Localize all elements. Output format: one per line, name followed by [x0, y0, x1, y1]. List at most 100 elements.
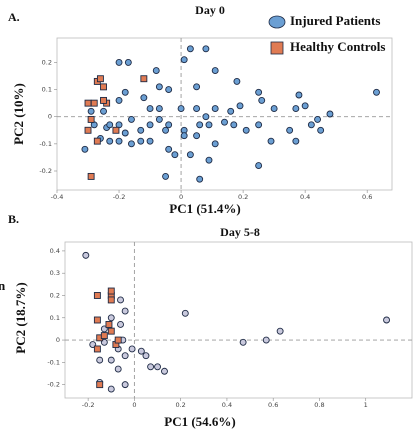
point [121, 307, 129, 315]
point [161, 367, 168, 375]
point [137, 137, 145, 145]
point [211, 140, 219, 148]
point [295, 91, 303, 99]
point [115, 137, 123, 145]
point [155, 83, 163, 91]
point [100, 332, 108, 340]
point [127, 140, 135, 148]
y-tick-label: 0.2 [42, 58, 52, 66]
point [106, 137, 114, 145]
point [202, 45, 210, 53]
point [267, 137, 275, 145]
point [193, 105, 201, 113]
point [121, 381, 129, 389]
x-tick-label: 0.2 [175, 401, 185, 409]
point [211, 67, 219, 75]
point [96, 381, 104, 389]
point [233, 77, 241, 85]
point [373, 88, 380, 96]
y-tick-label: -0.1 [47, 358, 60, 366]
point [193, 132, 201, 140]
point [96, 356, 104, 364]
point [307, 121, 315, 129]
point [87, 115, 95, 123]
point [142, 352, 150, 360]
point [124, 58, 132, 66]
x-tick-label: -0.2 [113, 193, 126, 201]
x-tick-label: 0 [132, 401, 136, 409]
point [177, 105, 185, 113]
point [84, 126, 92, 134]
point [255, 162, 263, 170]
annotation: n [0, 278, 6, 293]
point [155, 115, 163, 123]
point [96, 75, 104, 83]
point [258, 96, 266, 104]
point [242, 126, 250, 134]
x-tick-label: 0.6 [362, 193, 372, 201]
plot-frame [64, 241, 413, 399]
point [211, 105, 219, 113]
legend-swatch [270, 41, 284, 55]
point [140, 94, 148, 102]
point [270, 105, 278, 113]
x-tick-label: 0.2 [238, 193, 248, 201]
point [383, 316, 391, 324]
x-axis-label: PC1 (54.6%) [164, 414, 236, 429]
y-tick-label: 0.3 [50, 269, 60, 277]
point [114, 336, 122, 344]
point [186, 151, 194, 159]
point [292, 105, 300, 113]
point [227, 107, 235, 115]
point [196, 175, 204, 183]
point [314, 115, 322, 123]
point [154, 363, 161, 371]
panel-label: A. [8, 10, 20, 24]
point [165, 121, 173, 129]
point [87, 172, 95, 180]
point [140, 75, 148, 83]
point [81, 145, 89, 153]
y-tick-label: 0.1 [42, 86, 52, 94]
legend-label: Healthy Controls [290, 39, 385, 54]
point [90, 99, 98, 107]
point [93, 292, 101, 299]
point [117, 296, 124, 304]
point [93, 345, 101, 353]
y-tick-label: 0.4 [50, 247, 60, 255]
point [127, 115, 135, 123]
point [147, 363, 155, 371]
point [255, 88, 263, 96]
y-tick-label: -0.1 [39, 140, 52, 148]
point [276, 327, 284, 335]
point [107, 287, 115, 295]
point [162, 126, 170, 134]
point [286, 126, 294, 134]
point [202, 113, 210, 121]
point [181, 309, 189, 317]
point [100, 96, 107, 104]
legend-swatch [268, 15, 286, 29]
point [107, 314, 115, 322]
point [155, 105, 163, 113]
point [93, 316, 101, 324]
chart-title: Day 5-8 [220, 225, 260, 239]
point [100, 107, 107, 115]
point [317, 126, 325, 134]
point [301, 102, 309, 110]
point [115, 96, 123, 104]
point [107, 356, 115, 364]
point [255, 121, 263, 129]
y-tick-label: 0.1 [50, 314, 60, 322]
point [162, 172, 170, 180]
point [121, 88, 129, 96]
point [100, 83, 107, 91]
point [326, 110, 334, 118]
point [115, 58, 123, 66]
point [221, 118, 228, 126]
point [114, 365, 122, 373]
x-tick-label: 1 [364, 401, 368, 409]
x-tick-label: 0.8 [314, 401, 324, 409]
point [152, 67, 160, 75]
point [117, 321, 124, 328]
